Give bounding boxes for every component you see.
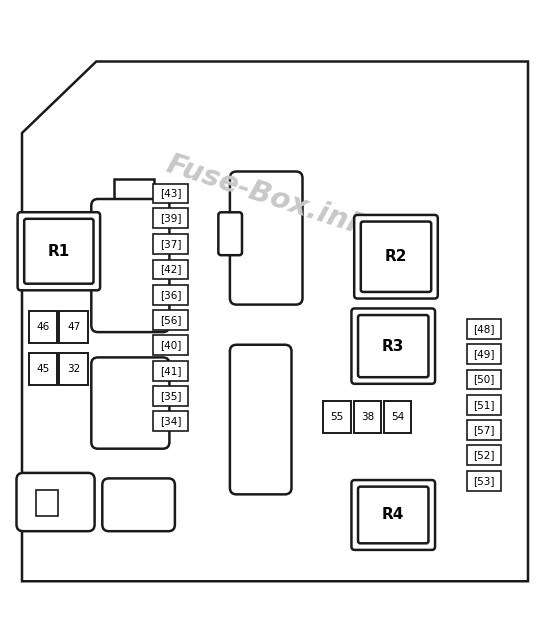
FancyBboxPatch shape: [218, 212, 242, 255]
Bar: [114, 179, 154, 200]
Bar: [153, 259, 188, 279]
Bar: [467, 395, 501, 415]
FancyBboxPatch shape: [91, 199, 169, 332]
FancyBboxPatch shape: [358, 486, 428, 543]
Bar: [153, 285, 188, 305]
FancyBboxPatch shape: [230, 172, 302, 305]
FancyBboxPatch shape: [351, 308, 435, 384]
Bar: [119, 200, 129, 210]
FancyBboxPatch shape: [16, 473, 95, 531]
Text: 38: 38: [361, 412, 374, 422]
Text: [35]: [35]: [160, 391, 182, 401]
Bar: [153, 184, 188, 204]
Text: [49]: [49]: [473, 349, 495, 359]
Text: [53]: [53]: [473, 476, 495, 486]
Text: R4: R4: [382, 508, 404, 522]
Bar: [153, 412, 188, 431]
Bar: [467, 420, 501, 440]
Text: [37]: [37]: [160, 239, 182, 249]
Text: [56]: [56]: [160, 315, 182, 325]
FancyBboxPatch shape: [354, 215, 438, 298]
Text: 32: 32: [67, 364, 80, 374]
Text: [39]: [39]: [160, 213, 182, 223]
Bar: [384, 401, 411, 433]
Text: [43]: [43]: [160, 189, 182, 198]
Text: [57]: [57]: [473, 425, 495, 435]
Bar: [467, 470, 501, 490]
FancyBboxPatch shape: [230, 345, 292, 494]
Text: [36]: [36]: [160, 290, 182, 300]
FancyBboxPatch shape: [91, 357, 169, 449]
Bar: [140, 200, 150, 210]
Text: [41]: [41]: [160, 365, 182, 376]
FancyBboxPatch shape: [351, 480, 435, 550]
Bar: [153, 335, 188, 355]
FancyBboxPatch shape: [361, 221, 431, 292]
Bar: [36, 490, 58, 516]
Bar: [153, 361, 188, 381]
Bar: [467, 369, 501, 389]
Bar: [153, 234, 188, 254]
Text: [51]: [51]: [473, 400, 495, 410]
Bar: [153, 310, 188, 330]
Bar: [153, 209, 188, 228]
Text: [52]: [52]: [473, 451, 495, 460]
Bar: [29, 311, 57, 343]
Text: Fuse-Box.inFo: Fuse-Box.inFo: [162, 150, 388, 248]
FancyBboxPatch shape: [24, 219, 94, 284]
Text: [42]: [42]: [160, 264, 182, 275]
Text: R2: R2: [385, 249, 407, 264]
Text: 46: 46: [36, 322, 50, 332]
FancyBboxPatch shape: [358, 315, 428, 377]
Text: [48]: [48]: [473, 324, 495, 334]
Text: 47: 47: [67, 322, 80, 332]
Text: 45: 45: [36, 364, 50, 374]
Bar: [467, 445, 501, 465]
Text: 55: 55: [331, 412, 344, 422]
Bar: [59, 311, 88, 343]
Bar: [59, 353, 88, 385]
Bar: [153, 386, 188, 406]
Bar: [467, 319, 501, 339]
Text: [50]: [50]: [474, 374, 494, 385]
Text: R1: R1: [48, 244, 70, 259]
FancyBboxPatch shape: [18, 212, 100, 291]
Text: R3: R3: [382, 339, 404, 354]
Bar: [467, 344, 501, 364]
Text: [40]: [40]: [160, 340, 181, 350]
Bar: [354, 401, 381, 433]
Bar: [29, 353, 57, 385]
Text: [34]: [34]: [160, 416, 182, 426]
FancyBboxPatch shape: [102, 478, 175, 531]
Bar: [323, 401, 351, 433]
Text: 54: 54: [391, 412, 404, 422]
